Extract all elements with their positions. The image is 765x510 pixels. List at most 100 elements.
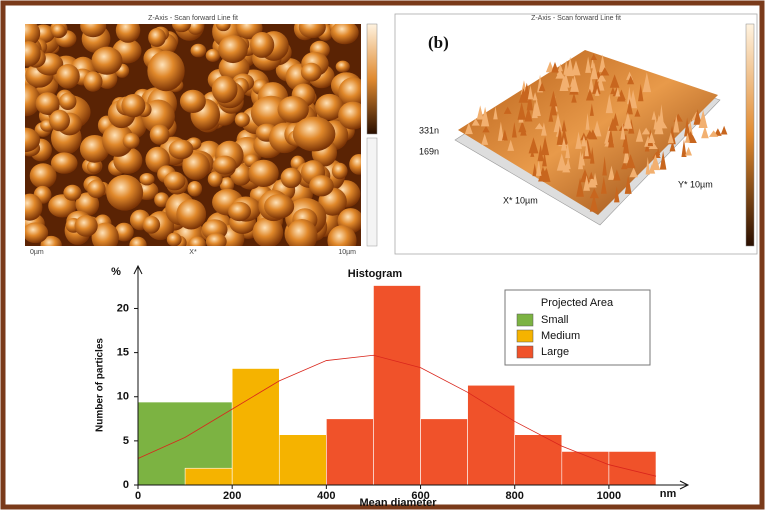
grain <box>331 21 359 44</box>
y-tick-label: 10 <box>117 391 129 403</box>
bar <box>373 286 420 485</box>
grain <box>147 51 184 92</box>
grain <box>286 219 317 252</box>
axis-label: Y* 10µm <box>678 179 713 189</box>
grain <box>106 175 143 211</box>
y-tick-label: 0 <box>123 479 129 491</box>
grain <box>309 175 334 196</box>
y-tick-label: 20 <box>117 302 129 314</box>
y-tick-label: 5 <box>123 435 129 447</box>
grain <box>23 222 48 243</box>
grain <box>123 133 140 149</box>
grain <box>51 152 78 173</box>
grain <box>150 124 170 144</box>
bar <box>609 451 656 485</box>
grain <box>176 199 206 229</box>
grain <box>187 181 202 197</box>
grain <box>167 233 182 247</box>
z-label: 331n <box>419 125 439 135</box>
grain <box>235 112 250 127</box>
panel-header: Z-Axis - Scan forward Line fit <box>148 15 238 22</box>
grain <box>87 180 106 198</box>
grain <box>140 173 155 185</box>
panel-b: Z-Axis - Scan forward Line fit (b) 331n … <box>395 14 757 254</box>
x-tick-label: 800 <box>506 490 524 502</box>
grain <box>164 172 186 191</box>
x-tick-label: 200 <box>223 490 241 502</box>
grain <box>299 16 326 38</box>
grain <box>293 117 336 152</box>
grain <box>17 194 42 221</box>
y-tick-label: 15 <box>117 347 129 359</box>
grain <box>59 93 76 110</box>
x-unit: nm <box>660 488 677 500</box>
grain <box>336 61 350 73</box>
x-tick-label: 1000 <box>597 490 621 502</box>
grain <box>338 102 367 130</box>
legend-swatch <box>517 346 533 358</box>
panel-label: (b) <box>428 33 449 52</box>
grain <box>10 128 40 152</box>
grain <box>49 110 70 132</box>
chart-title: Histogram <box>348 268 403 280</box>
bar <box>326 419 373 485</box>
grain <box>253 217 284 248</box>
grain <box>63 185 81 201</box>
axis-label: X* 10µm <box>503 195 538 205</box>
grain <box>75 215 98 237</box>
grain <box>80 15 106 38</box>
grain <box>17 41 41 66</box>
axis-label: X* <box>189 249 197 256</box>
colorbar <box>746 24 754 246</box>
grain <box>143 216 160 234</box>
legend-label: Small <box>541 314 569 326</box>
grain <box>169 139 194 159</box>
grain <box>301 63 322 82</box>
grain <box>213 156 237 175</box>
bar <box>279 435 326 485</box>
grain <box>228 202 251 221</box>
x-tick-label: 0 <box>135 490 141 502</box>
grain <box>121 94 145 117</box>
axis-label: 10µm <box>338 249 356 256</box>
grain <box>191 44 207 58</box>
y-axis-title: Number of particles <box>95 338 106 432</box>
bar <box>232 368 279 485</box>
grain <box>212 76 238 103</box>
grain <box>349 154 369 175</box>
bar <box>185 468 232 485</box>
grain <box>83 71 102 91</box>
z-label: 169n <box>419 146 439 156</box>
legend-swatch <box>517 330 533 342</box>
grain <box>248 160 278 187</box>
grain <box>264 194 294 219</box>
grain <box>332 163 348 179</box>
x-tick-label: 600 <box>411 490 429 502</box>
grain <box>206 49 221 62</box>
bar <box>421 419 468 485</box>
grain <box>129 237 146 254</box>
histogram: Histogram Mean diameter Number of partic… <box>95 266 688 509</box>
grain <box>281 168 302 189</box>
grain <box>180 90 206 113</box>
bar <box>562 451 609 485</box>
legend-title: Projected Area <box>541 297 614 309</box>
bar <box>468 385 515 485</box>
grain <box>51 24 66 38</box>
colorbar-range <box>367 138 377 246</box>
legend-label: Medium <box>541 330 580 342</box>
y-unit: % <box>111 266 121 278</box>
panel-a: Z-Axis - Scan forward Line fit 0µm X* 10… <box>10 8 377 255</box>
grain <box>116 18 140 43</box>
panel-header: Z-Axis - Scan forward Line fit <box>531 15 621 22</box>
grain <box>250 32 274 58</box>
legend-label: Large <box>541 346 569 358</box>
grain <box>206 233 227 250</box>
grain <box>218 35 247 63</box>
colorbar <box>367 24 377 134</box>
grain <box>148 28 166 47</box>
x-tick-label: 400 <box>317 490 335 502</box>
grain <box>56 64 80 89</box>
figure: Z-Axis - Scan forward Line fit 0µm X* 10… <box>0 0 765 510</box>
axis-label: 0µm <box>30 249 44 256</box>
